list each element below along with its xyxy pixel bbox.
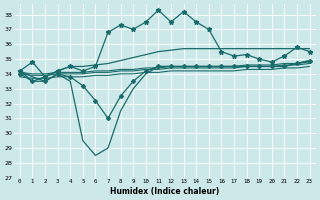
- X-axis label: Humidex (Indice chaleur): Humidex (Indice chaleur): [110, 187, 219, 196]
